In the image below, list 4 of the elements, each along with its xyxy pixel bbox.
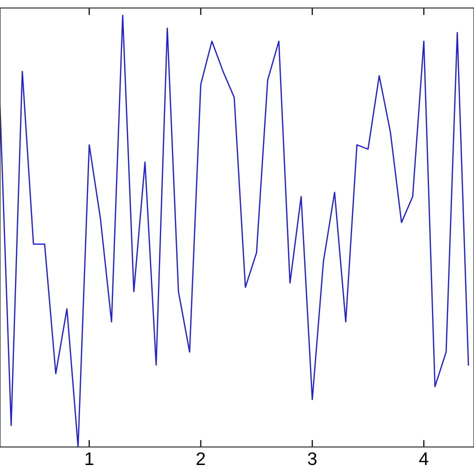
x-tick-label: 4 <box>419 452 428 465</box>
x-tick-label: 2 <box>196 452 205 465</box>
x-tick-label: 1 <box>86 452 94 465</box>
x-tick-label: 3 <box>308 452 317 466</box>
